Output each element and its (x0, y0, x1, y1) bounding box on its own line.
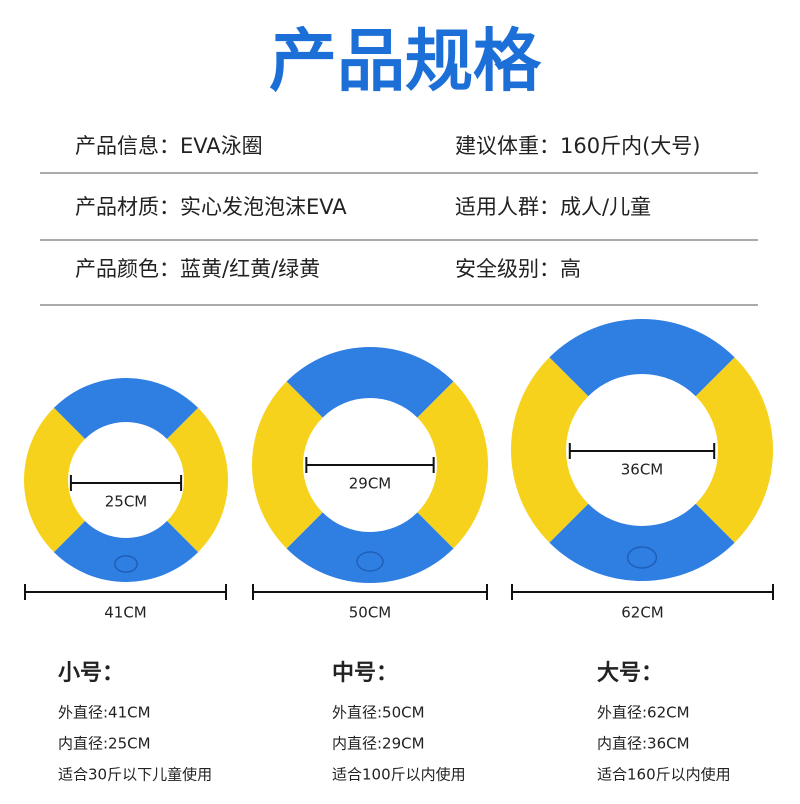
size-line: 外直径:62CM (597, 704, 690, 722)
size-line: 内直径:25CM (58, 735, 151, 753)
ring-segment (286, 347, 454, 418)
ring-segment (53, 521, 199, 582)
outer-label: 41CM (104, 604, 147, 622)
outer-label: 50CM (349, 604, 392, 622)
size-name: 小号： (58, 661, 124, 686)
size-line: 适合100斤以内使用 (332, 766, 466, 784)
valve (114, 555, 138, 573)
spec-text: 适用人群：成人/儿童 (455, 195, 651, 219)
size-line: 适合160斤以内使用 (597, 766, 731, 784)
title: 产品规格 (269, 23, 542, 102)
size-name: 大号： (597, 661, 663, 686)
spec-text: 建议体重：160斤内(大号) (455, 134, 700, 158)
ring-segment (167, 407, 228, 553)
size-name: 中号： (332, 661, 398, 686)
spec-text: 安全级别：高 (455, 257, 581, 281)
ring-segment (510, 357, 589, 543)
ring-segment (53, 378, 199, 439)
outer-label: 62CM (621, 604, 664, 622)
ring-segment (549, 503, 735, 581)
ring-segment (695, 357, 774, 543)
spec-text: 产品材质：实心发泡泡沫EVA (75, 195, 347, 219)
size-line: 适合30斤以下儿童使用 (58, 766, 212, 784)
size-line: 内直径:36CM (597, 735, 690, 753)
ring-segment (417, 381, 488, 549)
size-line: 外直径:41CM (58, 704, 151, 722)
inner-label: 25CM (105, 493, 148, 511)
inner-label: 36CM (621, 461, 664, 479)
size-line: 内直径:29CM (332, 735, 425, 753)
spec-text: 产品信息：EVA泳圈 (75, 134, 263, 158)
ring-segment (24, 407, 85, 553)
ring-segment (252, 381, 323, 549)
ring-segment (286, 512, 454, 583)
inner-label: 29CM (349, 475, 392, 493)
spec-text: 产品颜色：蓝黄/红黄/绿黄 (75, 257, 320, 281)
size-line: 外直径:50CM (332, 704, 425, 722)
valve (626, 546, 658, 569)
valve (356, 551, 384, 572)
ring-segment (549, 319, 735, 397)
